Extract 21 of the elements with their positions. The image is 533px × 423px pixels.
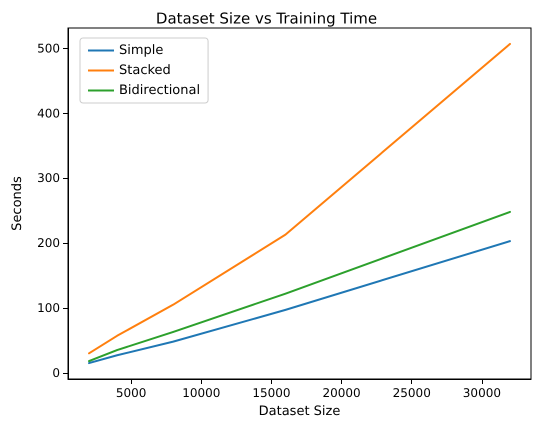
legend-label: Simple — [119, 43, 164, 58]
chart-title: Dataset Size vs Training Time — [156, 10, 378, 28]
x-tick-label: 30000 — [462, 386, 501, 400]
y-axis-title: Seconds — [10, 176, 25, 231]
y-tick-label: 300 — [37, 171, 60, 186]
legend-label: Stacked — [119, 63, 171, 78]
legend-label: Bidirectional — [119, 83, 200, 98]
y-tick-label: 0 — [52, 366, 60, 380]
y-tick-label: 200 — [37, 236, 60, 250]
line-series — [88, 210, 511, 362]
x-tick-label: 10000 — [182, 386, 220, 400]
y-tick-label: 400 — [37, 106, 60, 120]
x-tick-label: 15000 — [252, 386, 291, 400]
x-axis-title: Dataset Size — [258, 404, 340, 419]
x-tick-label: 5000 — [116, 386, 146, 400]
y-tick-label: 100 — [37, 300, 60, 315]
line-series — [88, 42, 511, 354]
x-tick-label: 20000 — [322, 386, 361, 400]
x-tick-label: 25000 — [392, 386, 431, 400]
y-tick-label: 500 — [37, 41, 60, 56]
line-series — [88, 240, 511, 364]
